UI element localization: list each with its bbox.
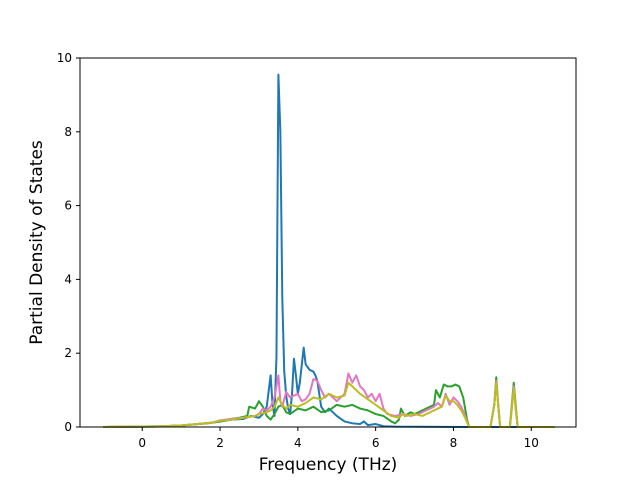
y-tick-label: 8 [64,125,72,139]
x-tick-label: 6 [372,436,380,450]
series-line-4 [103,381,555,428]
plot-frame [79,57,577,428]
y-tick-label: 10 [57,51,72,65]
x-tick-label: 8 [450,436,458,450]
x-axis-label: Frequency (THz) [259,455,398,475]
series-line-1 [103,73,555,428]
y-tick-label: 0 [64,420,72,434]
x-tick-label: 2 [216,436,224,450]
y-tick-label: 2 [64,346,72,360]
x-tick-label: 4 [294,436,302,450]
y-tick-label: 4 [64,272,72,286]
x-axis-ticks: 0 2 4 6 8 10 [138,427,539,450]
x-tick-label: 0 [138,436,146,450]
y-axis-ticks: 0 2 4 6 8 10 [57,51,80,434]
x-tick-label: 10 [524,436,539,450]
y-tick-label: 6 [64,199,72,213]
y-axis-label: Partial Density of States [27,140,47,345]
